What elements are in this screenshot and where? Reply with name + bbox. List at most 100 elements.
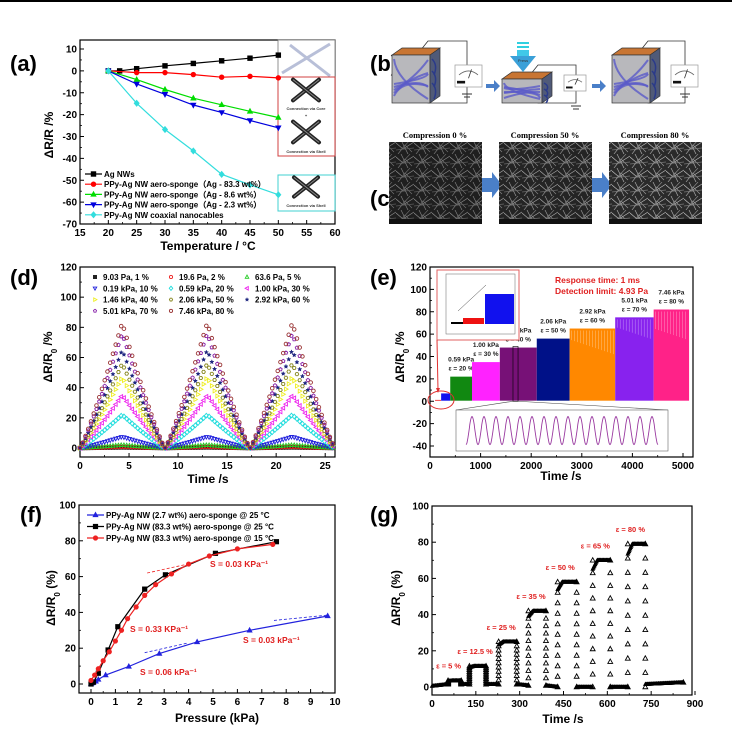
series-3 [105,68,282,132]
data-point [142,592,148,598]
data-point [110,442,116,448]
x-axis-label: Time /s [187,472,228,486]
data-point [223,385,228,390]
legend-label: 63.6 Pa, 5 % [255,273,301,282]
fit-line [144,642,189,654]
data-point [275,125,282,132]
legend-marker [168,274,174,280]
data-point [140,420,146,427]
data-point-fall [607,607,614,614]
signal-area [450,376,472,401]
data-point [313,424,319,431]
data-point [288,349,295,355]
series-10 [77,323,335,451]
data-point-fall [607,582,614,588]
ylabel-main: ΔR/R [41,353,55,383]
sem-images-c: Compression 0 % Compression 50 % Compressi… [389,130,702,224]
data-point-rise [495,663,502,670]
data-point-fall [573,641,580,648]
data-point [105,394,110,399]
x-axis-label: Pressure (kPa) [175,711,259,725]
data-point [189,412,195,419]
press-arrow-icon [510,56,536,72]
ylabel-rest: (%) [389,570,403,592]
data-point [162,572,169,578]
data-point-fall [642,583,649,590]
data-point [129,383,135,388]
data-point [132,442,138,448]
x-axis-label: Time /s [540,469,581,483]
panel-label-f: (f) [20,502,42,527]
data-point [88,677,94,684]
nanowire-strand [393,59,429,91]
data-point [96,431,102,438]
data-point [184,429,190,436]
data-point [269,386,275,391]
data-point [167,440,173,446]
data-point [110,371,116,377]
data-point [99,386,105,392]
data-point [308,427,314,434]
data-point [299,406,305,413]
wire-core [292,79,320,101]
data-point [176,411,182,416]
data-point-rise [495,672,502,678]
data-point [132,422,138,429]
data-point-rise [495,680,502,687]
data-point [91,411,96,416]
x-tick-label: 1000 [469,461,492,472]
data-point [118,627,125,633]
data-point [194,405,200,411]
data-point [217,442,223,448]
data-point [178,427,184,433]
data-point [162,445,168,451]
data-point [285,356,292,362]
data-point [125,616,131,622]
data-point [308,385,313,390]
data-point-fall [573,609,580,616]
data-point-fall [607,645,614,652]
x-tick-label: 15 [222,461,234,472]
data-point [311,412,317,419]
data-point [294,359,300,365]
data-point [297,418,303,425]
data-point [111,391,117,398]
data-point [200,435,207,441]
data-point [288,393,294,400]
wire-core [292,121,320,143]
data-point [289,333,294,338]
data-point [325,435,331,441]
data-point [280,437,286,443]
data-point [140,392,146,398]
data-point [141,412,147,419]
data-point [231,412,237,419]
data-point [234,546,240,552]
data-point [310,421,316,427]
data-point [215,353,220,359]
data-point [209,335,215,341]
pressure-label: 0.59 kPa [448,357,474,364]
data-point [201,381,207,387]
data-point [286,414,292,422]
signal-area [441,393,451,401]
data-point-rise [525,681,532,688]
data-point-rise [589,569,596,576]
legend-marker [92,286,98,292]
data-point [184,386,190,391]
data-point-rise [554,641,561,648]
data-point [269,443,275,449]
x-tick-label: 750 [643,699,660,710]
ylabel-sub: 0 [398,592,407,597]
data-point [231,407,237,413]
data-point-rise [554,651,561,658]
data-point [135,395,140,400]
data-point [280,405,286,411]
data-point [231,434,237,441]
ohmmeter-1 [454,64,483,88]
meter-needle [684,69,688,79]
data-point [99,429,105,436]
data-point [178,443,185,449]
data-point [116,381,122,388]
data-point [156,650,163,656]
y-tick-label: -60 [63,198,78,209]
